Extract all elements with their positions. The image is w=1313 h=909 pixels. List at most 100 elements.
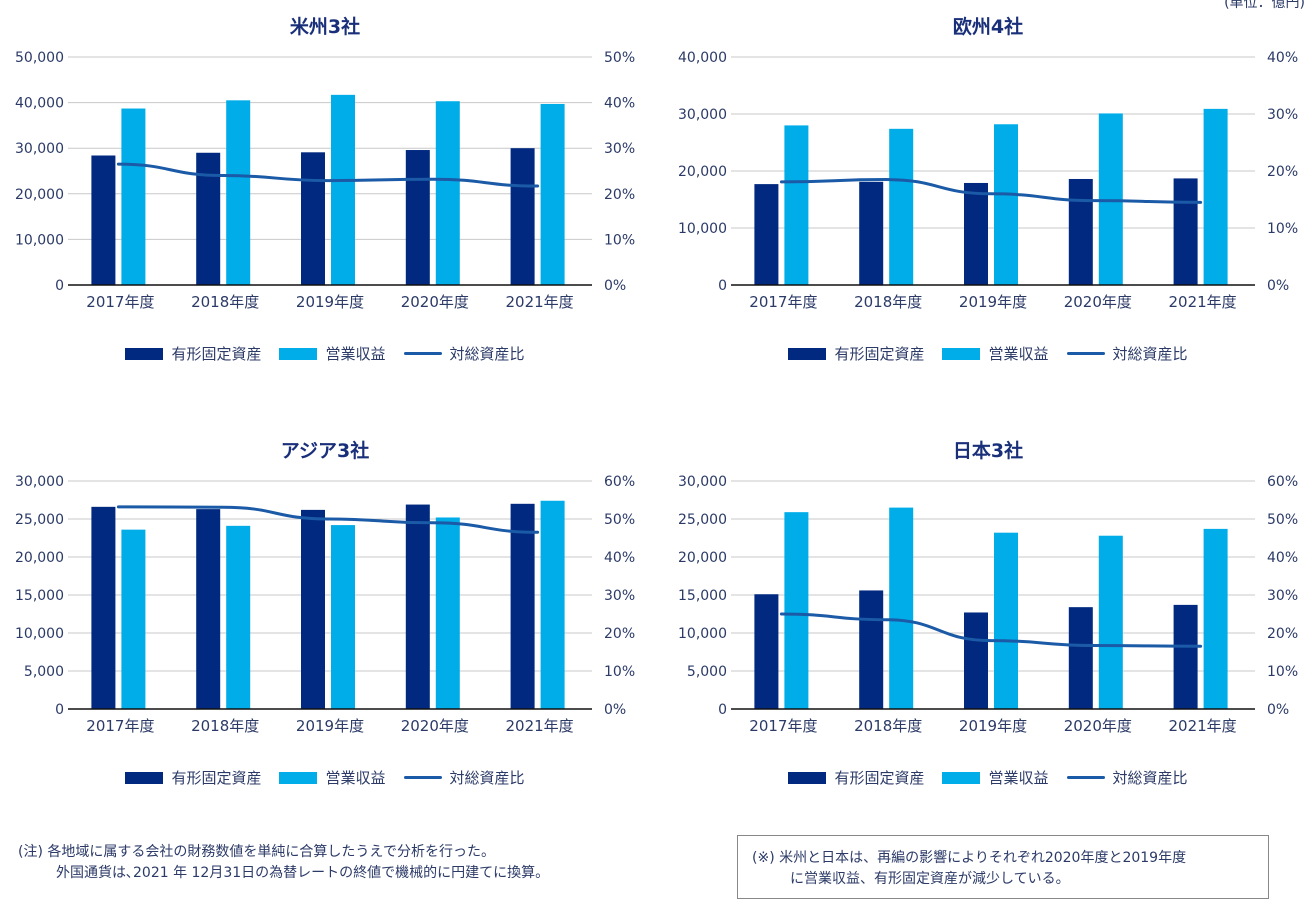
y-tick-label: 25,000: [678, 512, 727, 528]
chart-asia: 0 0% 5,000 10% 10,000 20% 15,000 30% 20,000 40% 25…: [15, 474, 635, 735]
legend-label: 対総資産比: [1112, 769, 1188, 787]
bar-revenue: [226, 100, 251, 285]
legend-label: 対総資産比: [1112, 345, 1188, 363]
legend-item-fixed-assets: 有形固定資産: [125, 767, 261, 788]
footnote-line: 外国通貨は､2021 年 12月31日の為替レートの終値で機械的に円建てに換算。: [56, 865, 550, 881]
bar-revenue: [1098, 535, 1123, 709]
y-tick-label: 5,000: [687, 664, 727, 680]
legend-label: 対総資産比: [449, 769, 525, 787]
y-tick-label: 10,000: [15, 232, 64, 248]
bar-fixed-assets: [1173, 604, 1198, 709]
bar-fixed-assets: [196, 152, 221, 285]
legend-label: 対総資産比: [449, 345, 525, 363]
unit-label: (単位：億円): [1224, 0, 1305, 11]
legend-label: 営業収益: [988, 769, 1049, 787]
y2-tick-label: 0%: [1267, 702, 1289, 718]
legend: 有形固定資産 営業収益 対総資産比: [663, 767, 1313, 788]
bar-fixed-assets: [196, 509, 221, 709]
legend-item-fixed-assets: 有形固定資産: [788, 767, 924, 788]
legend-item-fixed-assets: 有形固定資産: [125, 343, 261, 364]
bar-revenue: [784, 125, 809, 286]
bar-revenue: [331, 94, 355, 286]
y-tick-label: 30,000: [15, 141, 64, 157]
legend-item-ratio: 対総資産比: [403, 343, 525, 364]
bar-fixed-assets: [1173, 178, 1198, 285]
legend-line: [403, 776, 442, 779]
legend-swatch: [788, 771, 827, 784]
ratio-line: [116, 505, 540, 534]
y-tick-label: 0: [718, 278, 727, 294]
bar-revenue: [1203, 108, 1228, 286]
y2-tick-label: 40%: [604, 550, 635, 566]
y2-tick-label: 30%: [604, 141, 635, 157]
y2-tick-label: 10%: [604, 664, 635, 680]
x-tick-label: 2020年度: [401, 293, 469, 311]
legend-item-revenue: 営業収益: [942, 343, 1049, 364]
boxed-note-line: (※) 米州と日本は、再編の影響によりそれぞれ2020年度と2019年度: [752, 850, 1187, 866]
legend-label: 有形固定資産: [171, 769, 262, 787]
x-tick-label: 2019年度: [296, 717, 364, 735]
ratio-line: [116, 162, 540, 188]
legend-swatch: [279, 347, 318, 360]
bar-revenue: [540, 500, 565, 709]
x-tick-label: 2017年度: [86, 293, 154, 311]
y2-tick-label: 30%: [604, 588, 635, 604]
legend-item-revenue: 営業収益: [279, 343, 386, 364]
y-tick-label: 0: [55, 278, 64, 294]
y-tick-label: 10,000: [15, 626, 64, 642]
y2-tick-label: 20%: [1267, 164, 1298, 180]
legend-label: 営業収益: [325, 345, 386, 363]
bar-revenue: [121, 529, 146, 709]
chart-americas: 0 0% 10,000 10% 20,000 20% 30,000 30% 40,000 40% 5…: [15, 50, 635, 311]
y-tick-label: 20,000: [15, 550, 64, 566]
y2-tick-label: 60%: [604, 474, 635, 490]
y-tick-label: 10,000: [678, 626, 727, 642]
legend-swatch: [942, 771, 981, 784]
bar-fixed-assets: [859, 181, 884, 285]
x-tick-label: 2017年度: [86, 717, 154, 735]
y-tick-label: 20,000: [678, 550, 727, 566]
legend-swatch: [788, 347, 827, 360]
legend-item-revenue: 営業収益: [279, 767, 386, 788]
y-tick-label: 25,000: [15, 512, 64, 528]
x-tick-label: 2021年度: [506, 717, 574, 735]
y2-tick-label: 40%: [604, 96, 635, 112]
chart-europe: 0 0% 10,000 10% 20,000 20% 30,000 30% 40,000 40% 2…: [678, 50, 1298, 311]
bar-revenue: [784, 512, 809, 709]
y2-tick-label: 10%: [1267, 221, 1298, 237]
legend-item-ratio: 対総資産比: [1066, 343, 1188, 364]
y-tick-label: 10,000: [678, 221, 727, 237]
x-tick-label: 2018年度: [854, 293, 922, 311]
chart-panel-japan: 日本3社 0 0% 5,000 10% 10,000 20% 15,000 30% 20,000…: [663, 424, 1313, 824]
bar-revenue: [1203, 528, 1228, 709]
x-tick-label: 2020年度: [401, 717, 469, 735]
bar-fixed-assets: [754, 594, 779, 709]
y-tick-label: 20,000: [15, 187, 64, 203]
y2-tick-label: 0%: [604, 702, 626, 718]
y-tick-label: 30,000: [15, 474, 64, 490]
bar-fixed-assets: [301, 152, 325, 285]
ratio-line: [779, 178, 1203, 204]
y-tick-label: 0: [55, 702, 64, 718]
bar-fixed-assets: [91, 155, 116, 285]
y-tick-label: 5,000: [24, 664, 64, 680]
y2-tick-label: 60%: [1267, 474, 1298, 490]
y2-tick-label: 0%: [1267, 278, 1289, 294]
legend-item-fixed-assets: 有形固定資産: [788, 343, 924, 364]
y-tick-label: 50,000: [15, 50, 64, 66]
legend: 有形固定資産 営業収益 対総資産比: [0, 343, 650, 364]
legend-label: 有形固定資産: [834, 769, 925, 787]
y-tick-label: 0: [718, 702, 727, 718]
legend-line: [1066, 352, 1105, 355]
x-tick-label: 2019年度: [959, 293, 1027, 311]
ratio-line: [779, 612, 1203, 648]
legend-line: [1066, 776, 1105, 779]
chart-title: 日本3社: [952, 440, 1024, 462]
bar-fixed-assets: [754, 184, 779, 285]
y-tick-label: 20,000: [678, 164, 727, 180]
chart-title: 米州3社: [289, 16, 361, 38]
bar-revenue: [226, 525, 251, 709]
bar-fixed-assets: [964, 612, 988, 709]
bar-fixed-assets: [91, 506, 116, 709]
chart-japan: 0 0% 5,000 10% 10,000 20% 15,000 30% 20,000 40% 25…: [678, 474, 1298, 735]
